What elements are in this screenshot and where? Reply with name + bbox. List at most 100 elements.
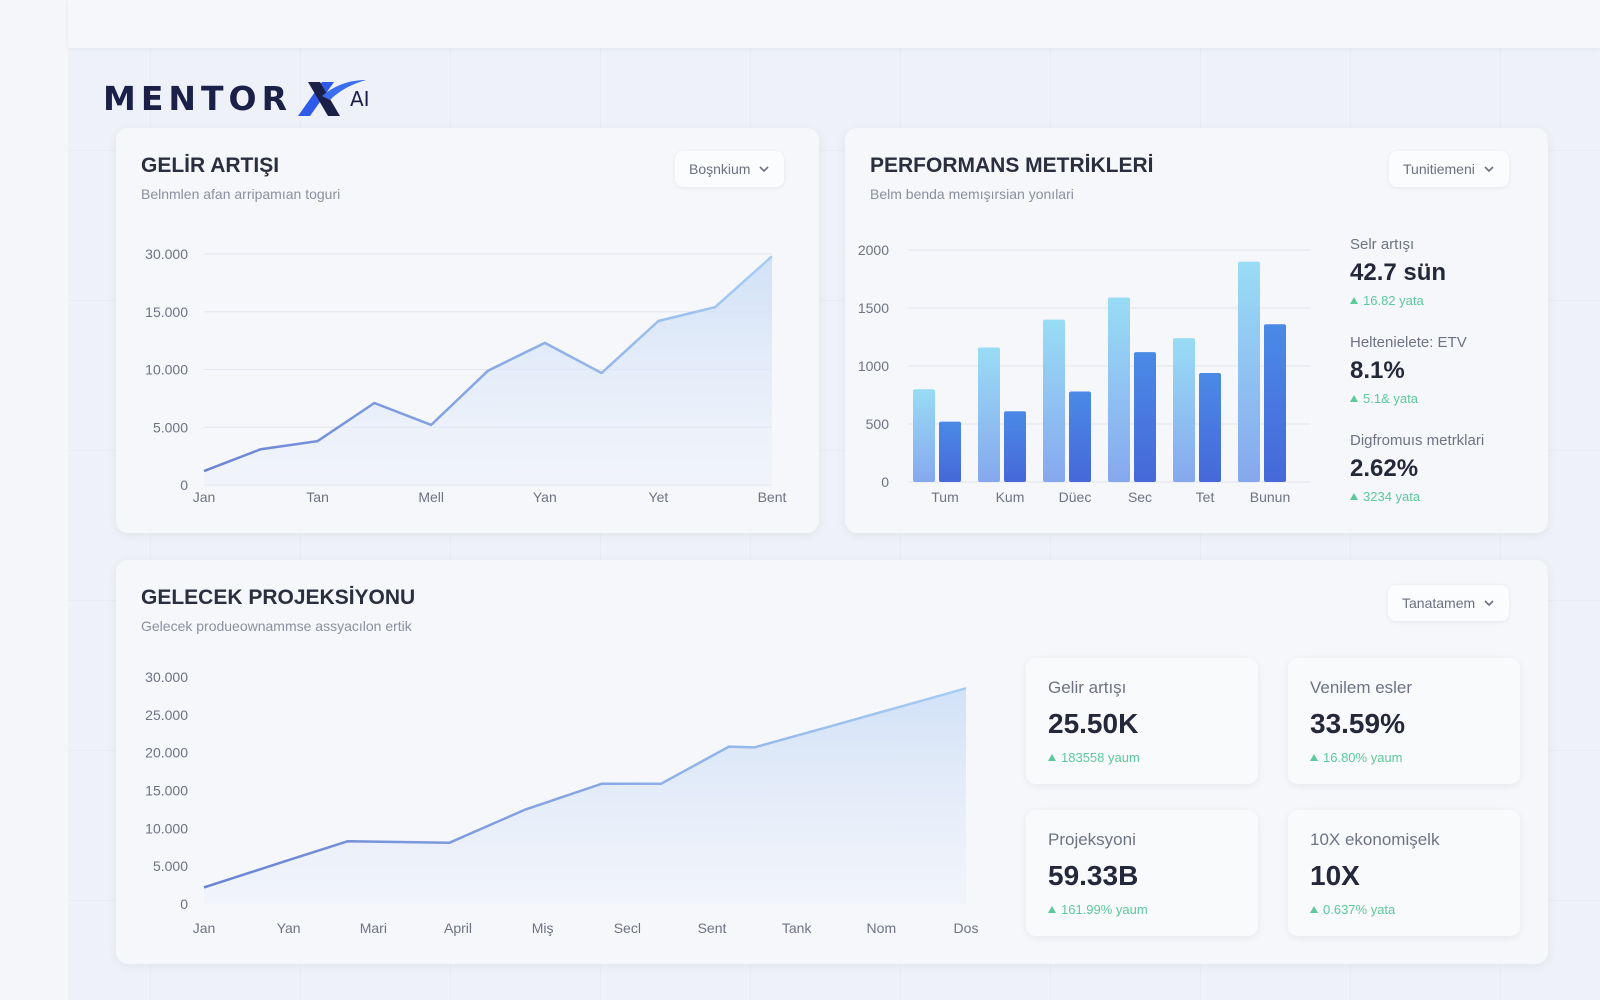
projection-card: GELECEK PROJEKSİYONU Gelecek produeownam… bbox=[116, 560, 1548, 964]
top-bar bbox=[68, 0, 1600, 48]
y-tick-label: 30.000 bbox=[145, 669, 188, 685]
y-tick-label: 10.000 bbox=[145, 362, 188, 378]
stat-card[interactable]: Gelir artışı 25.50K 183558 yaum bbox=[1026, 658, 1258, 784]
y-tick-label: 15.000 bbox=[145, 783, 188, 799]
card-subtitle: Belm benda memışırsian yonılari bbox=[870, 186, 1074, 202]
metric-item: Heltenielete: ETV 8.1% 5.1& yata bbox=[1350, 334, 1467, 406]
triangle-up-icon bbox=[1048, 754, 1056, 761]
bar bbox=[939, 421, 961, 482]
stat-value: 59.33B bbox=[1048, 860, 1139, 891]
revenue-card: GELİR ARTIŞI Belnmlen afan arripamıan to… bbox=[116, 128, 819, 533]
card-title: GELİR ARTIŞI bbox=[141, 154, 280, 177]
bar bbox=[1134, 352, 1156, 482]
y-tick-label: 5.000 bbox=[153, 419, 188, 435]
chevron-down-icon bbox=[1484, 600, 1494, 607]
bar bbox=[1069, 391, 1091, 482]
y-tick-label: 0 bbox=[881, 474, 889, 490]
x-tick-label: Sec bbox=[1128, 489, 1152, 505]
x-logo-icon: X bbox=[297, 80, 366, 116]
x-tick-label: Kum bbox=[996, 489, 1025, 505]
triangle-up-icon bbox=[1310, 906, 1318, 913]
dropdown-label: Tanatamem bbox=[1402, 595, 1476, 611]
y-tick-label: 500 bbox=[866, 416, 890, 432]
y-tick-label: 20.000 bbox=[145, 745, 188, 761]
stat-card[interactable]: Projeksyoni 59.33B 161.99% yaum bbox=[1026, 810, 1258, 936]
x-tick-label: Tum bbox=[931, 489, 958, 505]
x-tick-label: Tan bbox=[306, 489, 329, 505]
y-tick-label: 1000 bbox=[858, 358, 889, 374]
series-line bbox=[203, 687, 967, 889]
filter-dropdown[interactable]: Tunitiemeni bbox=[1389, 151, 1509, 187]
revenue-chart: 0 5.000 10.000 15.000 30.000 Jan Tan Mell Yan Yet… bbox=[145, 246, 787, 505]
metric-value: 2.62% bbox=[1350, 455, 1419, 482]
x-tick-label: Tank bbox=[782, 920, 813, 936]
x-tick-label: Tet bbox=[1196, 489, 1215, 505]
stat-label: Gelir artışı bbox=[1048, 678, 1127, 697]
stat-card[interactable]: 10X ekonomişelk 10X 0.637% yata bbox=[1288, 810, 1520, 936]
stat-value: 25.50K bbox=[1048, 708, 1139, 739]
stat-label: 10X ekonomişelk bbox=[1310, 830, 1440, 849]
metric-label: Heltenielete: ETV bbox=[1350, 334, 1467, 351]
bar bbox=[913, 389, 935, 482]
performance-bar-chart: 0 500 1000 1500 2000 Tum Kum Düec Sec Tet Bunun bbox=[858, 242, 1310, 505]
triangle-up-icon bbox=[1048, 906, 1056, 913]
series-line bbox=[203, 255, 773, 473]
stat-delta: 183558 yaum bbox=[1048, 750, 1236, 765]
card-subtitle: Gelecek produeownammse assyacılon ertik bbox=[141, 618, 412, 634]
x-tick-label: Düec bbox=[1059, 489, 1092, 505]
bar bbox=[978, 347, 1000, 482]
triangle-up-icon bbox=[1350, 297, 1358, 304]
metric-delta: 5.1& yata bbox=[1350, 391, 1467, 406]
stat-card[interactable]: Venilem esler 33.59% 16.80% yaum bbox=[1288, 658, 1520, 784]
bar bbox=[1173, 338, 1195, 482]
stat-delta-text: 0.637% yata bbox=[1323, 902, 1396, 917]
triangle-up-icon bbox=[1350, 493, 1358, 500]
card-subtitle: Belnmlen afan arripamıan toguri bbox=[141, 186, 341, 202]
bar bbox=[1108, 297, 1130, 482]
card-title: PERFORMANS METRİKLERİ bbox=[870, 154, 1154, 177]
x-tick-label: Dos bbox=[954, 920, 979, 936]
y-tick-label: 25.000 bbox=[145, 707, 188, 723]
y-tick-label: 0 bbox=[180, 477, 188, 493]
x-tick-label: Bunun bbox=[1250, 489, 1290, 505]
stat-delta-text: 16.80% yaum bbox=[1323, 750, 1403, 765]
x-tick-label: Sent bbox=[698, 920, 727, 936]
metric-delta: 16.82 yata bbox=[1350, 293, 1446, 308]
x-tick-label: Miş bbox=[532, 920, 554, 936]
bar bbox=[1264, 324, 1286, 482]
x-tick-label: Yan bbox=[533, 489, 557, 505]
brand-logo[interactable]: MENTOR X AI bbox=[103, 76, 370, 120]
metric-delta: 3234 yata bbox=[1350, 489, 1484, 504]
metric-label: Digfromuıs metrklari bbox=[1350, 432, 1485, 449]
bar bbox=[1043, 319, 1065, 482]
bar bbox=[1199, 372, 1221, 482]
triangle-up-icon bbox=[1350, 395, 1358, 402]
metric-delta-text: 3234 yata bbox=[1363, 489, 1421, 504]
projection-chart: 0 5.000 10.000 15.000 20.000 25.000 30.000 Jan Y… bbox=[145, 669, 979, 936]
metric-item: Selr artışı 42.7 sün 16.82 yata bbox=[1350, 236, 1446, 308]
metric-delta-text: 16.82 yata bbox=[1363, 293, 1424, 308]
brand-suffix: AI bbox=[349, 87, 370, 111]
dropdown-label: Tunitiemeni bbox=[1403, 161, 1475, 177]
stat-label: Venilem esler bbox=[1310, 678, 1413, 697]
card-title: GELECEK PROJEKSİYONU bbox=[141, 586, 416, 609]
stat-delta: 161.99% yaum bbox=[1048, 902, 1236, 917]
bar bbox=[1238, 261, 1260, 482]
left-sidebar-strip bbox=[0, 0, 68, 1000]
projection-dropdown[interactable]: Tanatamem bbox=[1388, 585, 1510, 621]
x-tick-label: Jan bbox=[193, 920, 216, 936]
stat-delta: 0.637% yata bbox=[1310, 902, 1498, 917]
brand-name: MENTOR bbox=[103, 78, 292, 118]
area-fill bbox=[204, 256, 772, 485]
x-tick-label: Yet bbox=[649, 489, 669, 505]
x-tick-label: Bent bbox=[758, 489, 787, 505]
period-dropdown[interactable]: Boşnkium bbox=[675, 151, 785, 187]
y-tick-label: 10.000 bbox=[145, 820, 188, 836]
y-tick-label: 0 bbox=[180, 896, 188, 912]
stat-delta: 16.80% yaum bbox=[1310, 750, 1498, 765]
y-tick-label: 5.000 bbox=[153, 858, 188, 874]
x-tick-label: Secl bbox=[614, 920, 641, 936]
stat-value: 33.59% bbox=[1310, 708, 1405, 739]
x-tick-label: Jan bbox=[193, 489, 216, 505]
stat-label: Projeksyoni bbox=[1048, 830, 1136, 849]
